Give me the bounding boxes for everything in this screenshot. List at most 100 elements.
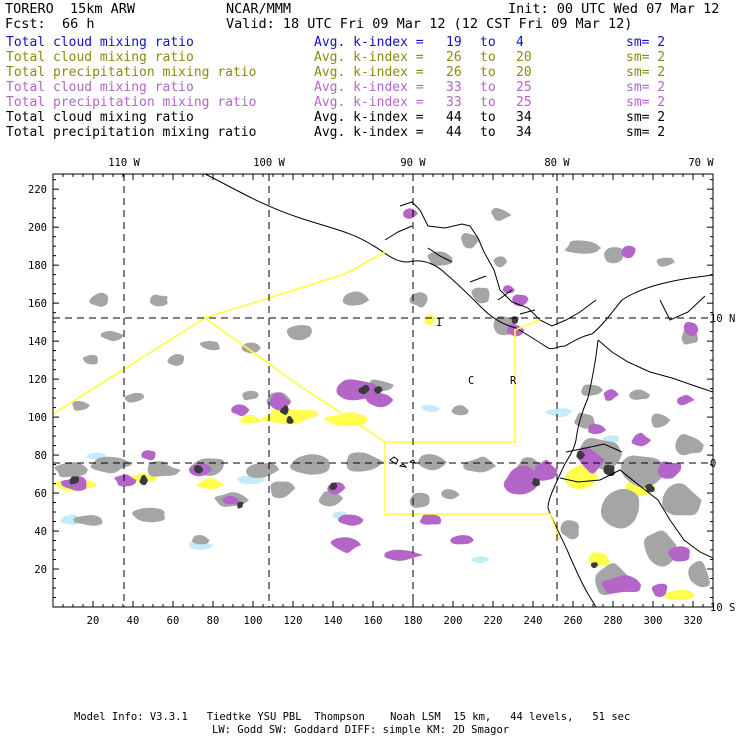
precip-k-blob	[667, 546, 690, 562]
longitude-label: 90 W	[400, 157, 426, 169]
legend-field: Total cloud mixing ratio	[6, 50, 194, 65]
legend-row: Total cloud mixing ratio Avg. k-index = 33…	[6, 80, 736, 95]
cloud-mixing-blob	[132, 507, 165, 523]
cloud-mixing-blob	[124, 392, 144, 403]
cloud-mixing-blob	[289, 454, 330, 475]
cloud-mixing-blob	[418, 454, 448, 471]
legend-avg-label: Avg. k-index =	[314, 50, 424, 65]
longitude-label: 70 W	[688, 157, 714, 169]
precip-k-blob	[114, 474, 137, 487]
x-tick-label: 20	[87, 615, 100, 627]
model-info-line: Model Info: V3.3.1 Tiedtke YSU PBL Thomp…	[74, 711, 631, 723]
region-label: R	[510, 375, 517, 387]
cloud-mixing-blob	[675, 434, 704, 456]
precip-k-blob	[231, 404, 250, 417]
legend-row: Total precipitation mixing ratio Avg. k-i…	[6, 65, 736, 80]
border-colombia-venezuela	[597, 339, 713, 393]
coastline-yucatan	[399, 201, 471, 229]
legend-to-value: 25	[516, 80, 532, 95]
x-tick-label: 160	[364, 615, 383, 627]
cloud-mixing-blob	[318, 491, 344, 507]
x-tick-label: 80	[207, 615, 220, 627]
cloud-mixing-blob	[89, 292, 109, 307]
cloud-mixing-blob	[560, 520, 579, 540]
y-tick-label: 80	[34, 450, 47, 462]
cloud-mixing-blob	[82, 354, 98, 365]
cloud-mixing-blob	[100, 331, 124, 342]
legend-from-value: 19	[446, 35, 462, 50]
cloud-mixing-blob	[656, 257, 675, 267]
latitude-label: 10 S	[710, 602, 735, 614]
precip-k-blob	[631, 432, 652, 447]
y-tick-label: 100	[28, 412, 47, 424]
legend-to-value: 20	[516, 50, 532, 65]
cloud-mixing-blob	[463, 456, 496, 473]
legend-field: Total precipitation mixing ratio	[6, 95, 257, 110]
cloud-mixing-blob	[461, 232, 480, 249]
high-k-core-blob	[237, 501, 244, 509]
legend-to-word: to	[480, 95, 496, 110]
x-tick-label: 120	[284, 615, 303, 627]
legend-to-word: to	[480, 125, 496, 140]
legend-row: Total cloud mixing ratio Avg. k-index = 26…	[6, 50, 736, 65]
legend-avg-label: Avg. k-index =	[314, 65, 424, 80]
legend-avg-label: Avg. k-index =	[314, 95, 424, 110]
cloud-mixing-blob	[471, 287, 490, 304]
border-ecuador-peru	[559, 469, 641, 487]
region-boundary-layer	[53, 251, 561, 541]
legend-to-word: to	[480, 80, 496, 95]
precip-k-blob	[512, 294, 529, 307]
purple-precip-layer	[60, 208, 699, 597]
high-k-core-blob	[139, 474, 148, 486]
x-tick-label: 240	[524, 615, 543, 627]
gray-cloud-layer	[54, 207, 710, 596]
legend-to-value: 34	[516, 125, 532, 140]
cloud-ice-blob	[60, 514, 78, 525]
legend-to-word: to	[480, 110, 496, 125]
cloud-mixing-blob	[147, 461, 181, 477]
tick-layer: 20 40 60 80 100 120 140 160 180 200 220 240 260 280 30…	[28, 157, 735, 627]
y-tick-label: 220	[28, 184, 47, 196]
x-tick-label: 220	[484, 615, 503, 627]
region-label: C	[468, 375, 474, 387]
cloud-mixing-blob	[149, 294, 168, 307]
x-tick-label: 180	[404, 615, 423, 627]
galapagos-islands	[389, 456, 417, 468]
precip-k-blob	[534, 459, 558, 481]
legend-smoothing: sm= 2	[626, 125, 666, 140]
cloud-mixing-blob	[90, 456, 132, 474]
legend-from-value: 33	[446, 95, 462, 110]
border-central-america	[384, 225, 536, 315]
cloud-mixing-blob	[346, 452, 384, 472]
legend-smoothing: sm= 2	[626, 110, 666, 125]
legend-from-value: 33	[446, 80, 462, 95]
precip-k-blob	[338, 514, 364, 526]
precip-k-blob	[588, 423, 607, 435]
cloud-mixing-blob	[246, 463, 280, 479]
cloud-mixing-blob	[54, 462, 88, 478]
y-tick-label: 180	[28, 260, 47, 272]
cloud-mixing-blob	[688, 560, 710, 588]
precip-k-blob	[330, 537, 362, 553]
precip-k-blob	[450, 535, 474, 545]
precip-k-blob	[651, 583, 668, 597]
high-k-core-blob	[511, 316, 519, 325]
legend-from-value: 44	[446, 125, 462, 140]
border-peru-brazil	[639, 485, 713, 559]
cloud-mixing-blob	[491, 207, 512, 221]
legend-from-value: 26	[446, 65, 462, 80]
x-tick-label: 280	[604, 615, 623, 627]
high-k-core-blob	[576, 450, 586, 460]
high-k-core-blob	[358, 384, 370, 395]
boundary-central	[204, 317, 541, 443]
high-k-core-blob	[590, 562, 598, 569]
cloud-mixing-blob	[629, 389, 651, 400]
cloud-mixing-blob	[581, 384, 604, 396]
legend-row: Total precipitation mixing ratio Avg. k-i…	[6, 125, 736, 140]
y-tick-label: 160	[28, 298, 47, 310]
cyan-cloud-layer	[60, 405, 674, 564]
legend-field: Total precipitation mixing ratio	[6, 65, 257, 80]
caribbean-coast	[469, 225, 597, 327]
legend-smoothing: sm= 2	[626, 50, 666, 65]
